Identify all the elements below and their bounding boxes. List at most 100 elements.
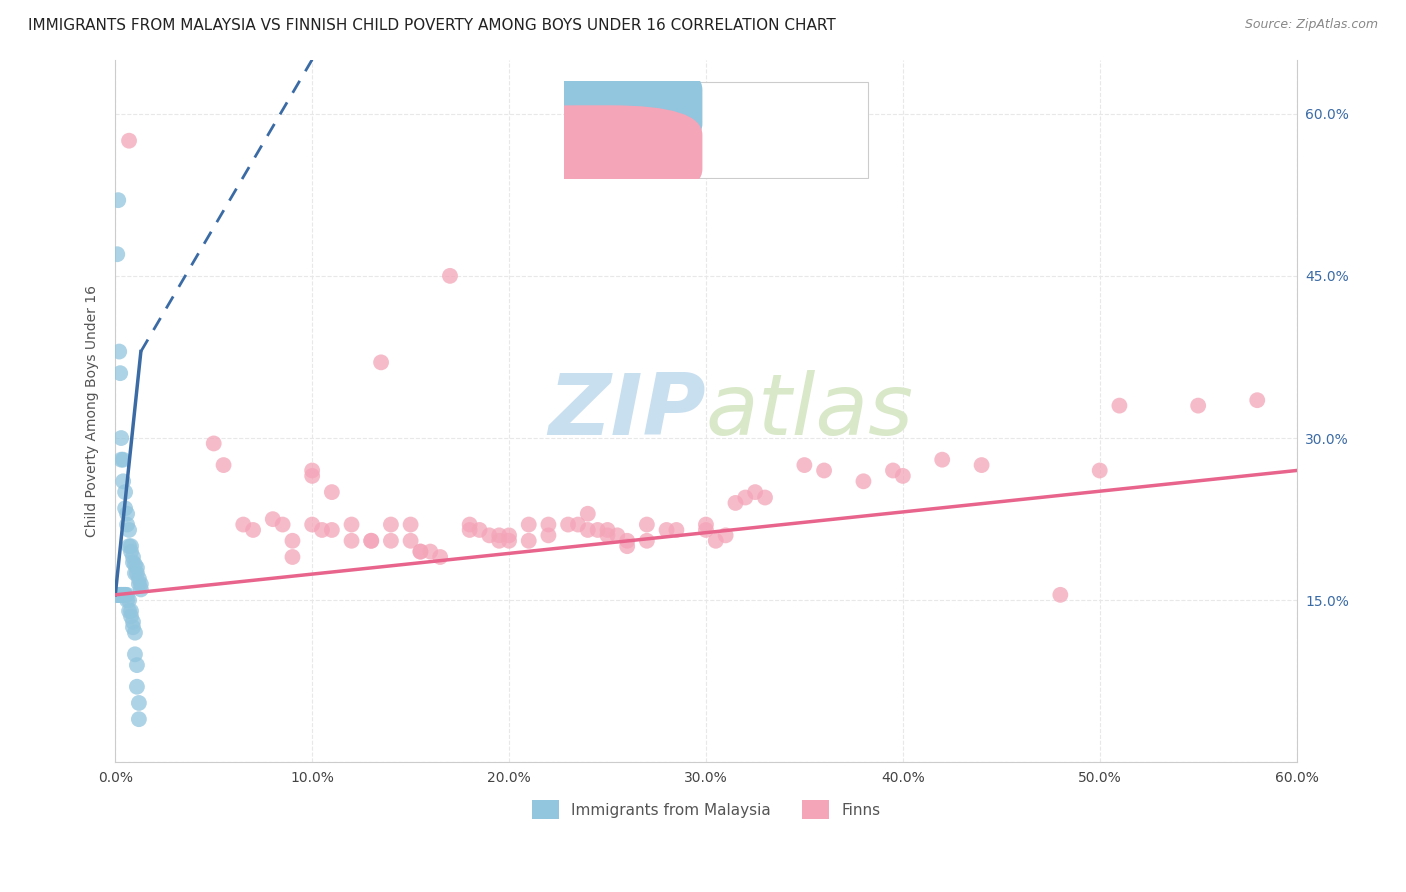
Point [120, 609, 142, 624]
Point [1187, 399, 1209, 413]
Point [458, 523, 481, 537]
Point [110, 588, 132, 602]
Y-axis label: Child Poverty Among Boys Under 16: Child Poverty Among Boys Under 16 [86, 285, 100, 537]
Point [409, 544, 432, 558]
Point [813, 463, 835, 477]
Point [124, 558, 146, 572]
Point [281, 533, 304, 548]
Point [118, 593, 141, 607]
Point [114, 588, 136, 602]
Point [114, 485, 136, 500]
Point [301, 463, 323, 477]
Point [120, 539, 142, 553]
Point [655, 523, 678, 537]
Point [380, 533, 402, 548]
Point [125, 658, 148, 673]
Point [1049, 588, 1071, 602]
Point [301, 469, 323, 483]
Point [105, 588, 128, 602]
Point [232, 517, 254, 532]
Point [114, 588, 136, 602]
Legend: Immigrants from Malaysia, Finns: Immigrants from Malaysia, Finns [526, 794, 887, 825]
Point [281, 549, 304, 564]
Point [108, 588, 131, 602]
Point [399, 517, 422, 532]
Point [517, 533, 540, 548]
Point [616, 539, 638, 553]
Point [262, 512, 284, 526]
Point [970, 458, 993, 472]
Point [1088, 463, 1111, 477]
Point [301, 517, 323, 532]
Point [478, 528, 501, 542]
Point [124, 648, 146, 662]
Point [128, 712, 150, 726]
Point [321, 485, 343, 500]
Text: atlas: atlas [706, 369, 914, 452]
Point [125, 680, 148, 694]
Point [370, 355, 392, 369]
Point [110, 588, 132, 602]
Point [734, 491, 756, 505]
Point [439, 268, 461, 283]
Point [108, 344, 131, 359]
Point [125, 561, 148, 575]
Point [107, 193, 129, 207]
Point [576, 523, 599, 537]
Point [105, 247, 128, 261]
Point [115, 588, 138, 602]
Point [665, 523, 688, 537]
Point [409, 544, 432, 558]
Point [129, 577, 152, 591]
Point [586, 523, 609, 537]
Point [340, 517, 363, 532]
Point [537, 528, 560, 542]
Point [695, 517, 717, 532]
Point [311, 523, 333, 537]
Point [498, 528, 520, 542]
Point [112, 588, 135, 602]
Point [212, 458, 235, 472]
Point [115, 517, 138, 532]
Point [517, 517, 540, 532]
Point [118, 134, 141, 148]
Point [128, 696, 150, 710]
Point [120, 544, 142, 558]
Point [606, 528, 628, 542]
Text: IMMIGRANTS FROM MALAYSIA VS FINNISH CHILD POVERTY AMONG BOYS UNDER 16 CORRELATIO: IMMIGRANTS FROM MALAYSIA VS FINNISH CHIL… [28, 18, 837, 33]
Point [714, 528, 737, 542]
Point [108, 366, 131, 380]
Point [115, 593, 138, 607]
Point [120, 604, 142, 618]
Point [636, 517, 658, 532]
Point [744, 485, 766, 500]
Point [110, 452, 132, 467]
Point [891, 469, 914, 483]
Point [931, 452, 953, 467]
Point [724, 496, 747, 510]
Point [1108, 399, 1130, 413]
Point [636, 533, 658, 548]
Point [105, 588, 128, 602]
Point [488, 528, 510, 542]
Point [112, 452, 135, 467]
Point [458, 517, 481, 532]
Point [114, 501, 136, 516]
Point [115, 507, 138, 521]
Point [105, 588, 128, 602]
Point [118, 523, 141, 537]
Point [128, 572, 150, 586]
Point [488, 533, 510, 548]
Point [498, 533, 520, 548]
Point [793, 458, 815, 472]
Point [399, 533, 422, 548]
Point [125, 566, 148, 581]
Point [1246, 393, 1268, 408]
Point [118, 539, 141, 553]
Point [122, 555, 145, 569]
Point [429, 549, 451, 564]
Point [242, 523, 264, 537]
Point [567, 517, 589, 532]
Point [882, 463, 904, 477]
Point [110, 431, 132, 445]
